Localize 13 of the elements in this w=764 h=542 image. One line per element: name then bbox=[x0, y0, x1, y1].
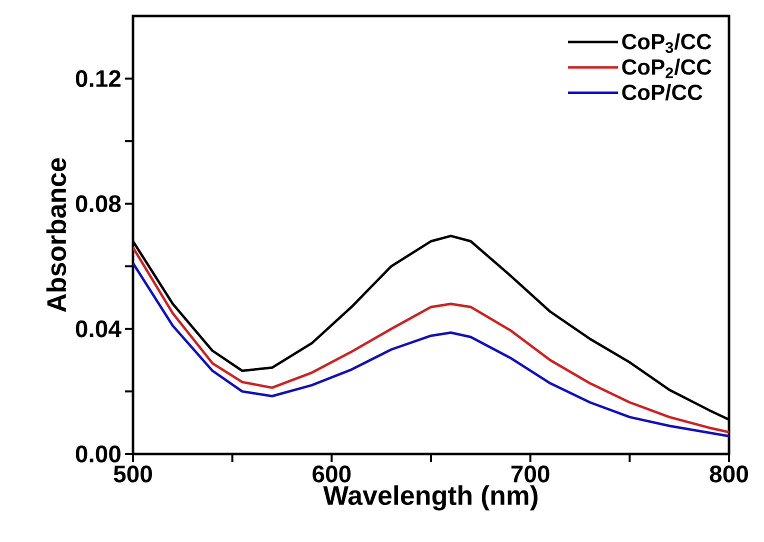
y-tick-label: 0.04 bbox=[76, 320, 122, 338]
legend-label: CoP$_{3}$/CC bbox=[622, 33, 712, 53]
legend-label: CoP$_{2}$/CC bbox=[622, 58, 712, 78]
x-tick-label: 600 bbox=[312, 466, 351, 482]
y-axis-title: Absorbance bbox=[46, 158, 66, 312]
x-tick-label: 700 bbox=[511, 466, 550, 482]
legend-label: CoP/CC bbox=[622, 84, 702, 100]
y-tick-label: 0.08 bbox=[76, 195, 121, 212]
y-tick-label: 0.00 bbox=[76, 446, 120, 462]
x-tick-label: 800 bbox=[710, 466, 748, 482]
x-tick-label: 500 bbox=[114, 466, 152, 482]
y-tick-label: 0.12 bbox=[76, 70, 121, 88]
x-axis-title: Wavelength (nm) bbox=[323, 485, 538, 510]
